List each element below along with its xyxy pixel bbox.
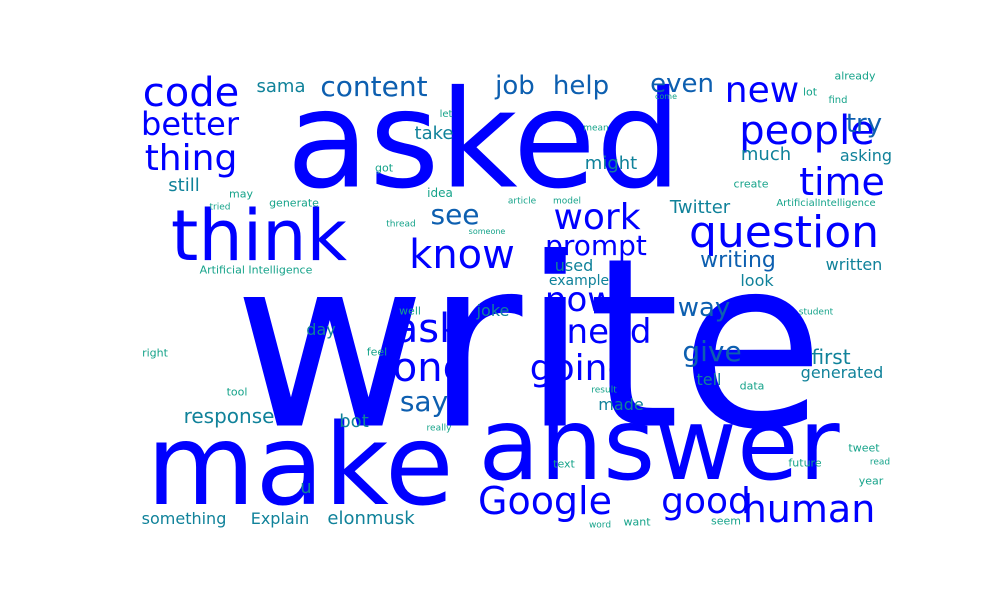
word-used: used [554,256,594,275]
word-made: made [598,395,644,414]
word-give: give [682,335,742,368]
word-better: better [141,105,239,143]
word-people: people [739,108,875,154]
word-mean: mean [583,123,609,134]
word-look: look [740,271,774,290]
word-new: new [724,70,800,111]
word-asking: asking [839,146,893,165]
word-tell: tell [696,370,722,389]
word-u: u [300,477,312,498]
word-tweet: tweet [848,441,880,455]
word-data: data [739,379,765,393]
word-say: say [399,385,449,418]
word-article: article [507,196,537,207]
word-find: find [828,95,848,106]
word-job: job [495,71,535,101]
word-ask: ask [393,306,463,352]
word-model: model [552,196,582,207]
word-may: may [229,187,253,201]
word-something: something [141,509,227,528]
word-code: code [142,70,240,116]
word-got: got [374,161,394,175]
word-Twitter: Twitter [669,197,731,218]
word-might: might [584,153,638,174]
word-write: write [233,208,825,482]
word-one: one [392,345,468,391]
word-result: result [591,385,617,396]
word-prompt: prompt [545,229,647,262]
word-lot: lot [802,85,818,99]
word-make: make [146,401,454,531]
word-time: time [799,160,885,204]
word-first: first [811,345,851,369]
word-create: create [733,177,769,191]
word-see: see [430,198,480,231]
word-know: know [409,232,515,278]
word-written: written [825,255,883,274]
word-well: well [399,304,421,318]
word-future: future [788,456,822,470]
word-response: response [183,404,275,428]
word-artificial-intelligence: Artificial Intelligence [199,263,313,277]
word-generated: generated [800,363,884,382]
word-tool: tool [226,385,248,399]
word-thing: thing [144,138,238,179]
word-year: year [858,474,884,488]
word-tried: tried [209,202,231,213]
word-right: right [142,346,168,360]
word-student: student [798,307,834,318]
word-thread: thread [386,219,416,230]
word-take: take [414,123,454,144]
word-writing: writing [700,248,776,273]
word-feel: feel [366,345,388,359]
word-example: example [548,273,610,289]
word-even: even [650,69,714,99]
word-read: read [869,457,891,468]
word-let: let [439,109,453,120]
word-need: need [566,312,652,352]
word-help: help [552,71,610,101]
word-text: text [553,457,575,471]
word-sama: sama [256,76,306,97]
word-human: human [742,487,876,531]
word-really: really [426,423,452,434]
word-Google: Google [477,479,613,523]
word-question: question [688,207,880,258]
word-already: already [834,69,876,83]
word-someone: someone [468,227,506,236]
word-seem: seem [711,514,741,528]
word-want: want [623,515,651,529]
word-asked: asked [286,61,682,219]
word-content: content [320,70,428,103]
word-try: try [845,109,883,139]
word-good: good [661,481,751,522]
word-answer: answer [478,386,840,503]
word-generate: generate [269,196,319,210]
word-work: work [553,197,641,238]
word-bot: bot [339,411,369,432]
word-much: much [740,144,792,165]
word-going: going [529,348,631,389]
word-think: think [170,195,348,277]
word-elonmusk: elonmusk [327,508,415,529]
word-day: day [306,320,336,339]
word-Explain: Explain [250,509,310,528]
word-now: now [544,280,616,320]
word-way: way [677,293,731,323]
word-joke: joke [476,301,510,320]
word-still: still [168,175,200,196]
word-come: come [654,92,678,101]
word-word: word [588,520,612,531]
word-idea: idea [427,186,453,200]
word-artificialintelligence: ArtificialIntelligence [776,198,876,209]
